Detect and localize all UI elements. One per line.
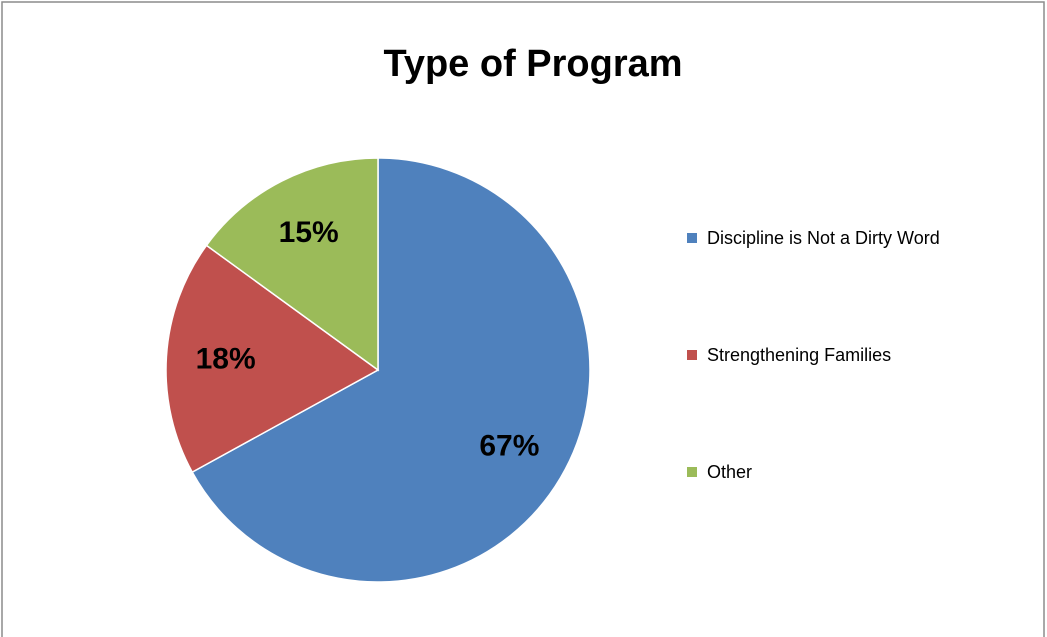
legend-swatch	[687, 233, 697, 243]
legend-label: Other	[707, 462, 753, 482]
legend-item: Strengthening Families	[687, 339, 977, 371]
pie-slice	[191, 157, 591, 583]
pie-slice	[205, 157, 379, 372]
legend-label: Discipline is Not a Dirty Word	[707, 228, 940, 248]
legend-item: Discipline is Not a Dirty Word	[687, 222, 977, 254]
legend-item: Other	[687, 456, 977, 488]
data-label: 15%	[279, 216, 339, 249]
chart-title: Type of Program	[383, 43, 682, 85]
pie-slice	[165, 244, 380, 474]
data-label: 67%	[479, 430, 539, 463]
legend-swatch	[687, 467, 697, 477]
data-label: 18%	[196, 342, 256, 375]
legend-swatch	[687, 350, 697, 360]
legend-label: Strengthening Families	[707, 345, 892, 365]
